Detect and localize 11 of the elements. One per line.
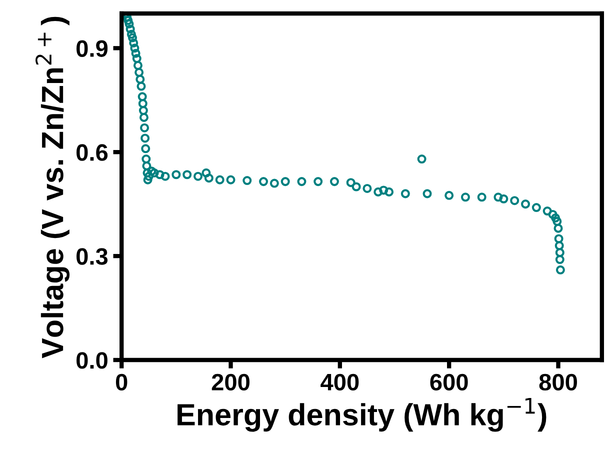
y-tick-label: 0.0: [76, 352, 108, 369]
x-tick-label: 400: [320, 374, 359, 391]
y-tick-label: 0.9: [76, 40, 108, 57]
x-axis-title: Energy density (Wh kg$^{−1}$): [178, 398, 546, 432]
x-tick-label: 600: [430, 374, 468, 391]
x-tick-label: 800: [539, 374, 577, 391]
y-tick-label: 0.6: [76, 144, 108, 161]
y-axis-title: Voltage (V vs. Zn/Zn$^{2+}$): [36, 16, 70, 358]
x-tick-label: 0: [116, 374, 128, 391]
y-tick-label: 0.3: [76, 248, 108, 265]
x-tick-label: 200: [212, 374, 250, 391]
